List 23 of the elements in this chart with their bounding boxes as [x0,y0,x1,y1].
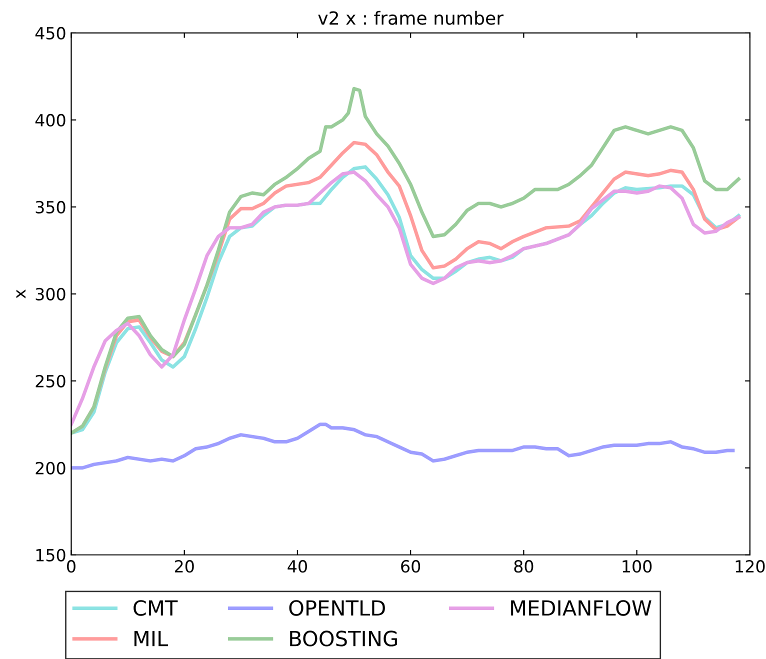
legend-label: CMT [134,600,178,616]
legend-label: BOOSTING [290,630,397,646]
x-tick-label: 80 [514,560,534,573]
y-tick-label: 450 [35,26,66,40]
y-tick-label: 150 [36,548,66,562]
x-tick-label: 40 [288,560,307,573]
legend-label: OPENTLD [289,600,385,616]
y-axis-title: x [16,290,26,298]
y-tick-label: 200 [36,462,66,474]
x-tick-label: 120 [736,560,765,573]
legend-label: MEDIANFLOW [511,600,652,616]
chart-title: v2 x : frame number [318,10,504,25]
legend-label: MIL [134,630,168,646]
y-tick-label: 250 [36,374,66,388]
x-tick-label: 60 [401,560,420,573]
line-series [71,422,735,470]
x-tick-label: 20 [174,560,194,573]
y-tick-label: 400 [35,114,66,127]
y-tick-label: 350 [36,200,66,214]
x-tick-label: 100 [622,560,652,573]
y-tick-label: 300 [36,288,66,300]
x-tick-label: 0 [67,560,76,573]
line-series [71,86,740,435]
